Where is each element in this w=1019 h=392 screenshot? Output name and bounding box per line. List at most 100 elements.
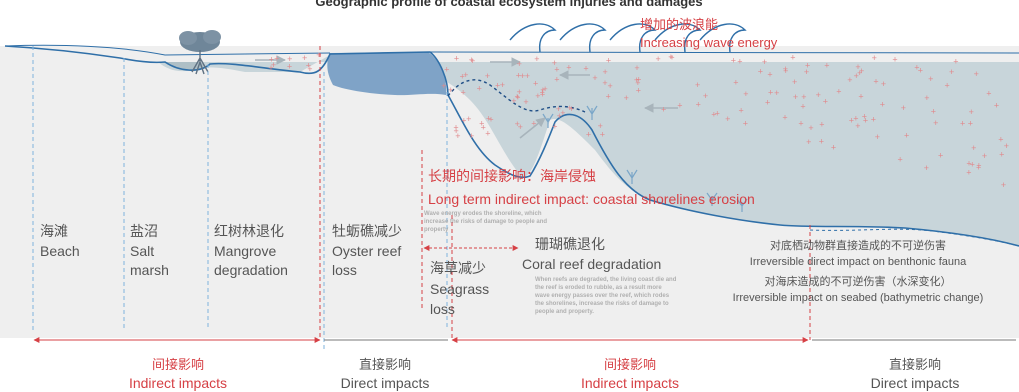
svg-text:+: +	[477, 84, 482, 94]
svg-text:+: +	[774, 88, 779, 98]
coral-note-5: people and property.	[535, 309, 594, 315]
oyster-label-cn: 牡蛎礁减少	[332, 223, 402, 239]
svg-text:+: +	[1001, 180, 1006, 190]
erosion-label-cn: 长期的间接影响：海岸侵蚀	[428, 168, 596, 184]
svg-text:+: +	[765, 97, 770, 107]
svg-text:+: +	[606, 56, 611, 66]
svg-text:+: +	[904, 131, 909, 141]
svg-text:+: +	[696, 99, 701, 109]
svg-text:+: +	[495, 81, 500, 91]
svg-text:+: +	[453, 122, 458, 132]
svg-text:+: +	[711, 110, 716, 120]
svg-text:+: +	[695, 80, 700, 90]
svg-text:+: +	[554, 65, 559, 75]
coral-note-2: the reef is eroded to rubble, as a resul…	[535, 285, 662, 291]
mangrove-label-en-1: Mangrove	[214, 243, 276, 259]
svg-text:+: +	[479, 118, 484, 128]
svg-text:+: +	[819, 136, 824, 146]
saltmarsh-pool	[165, 62, 205, 71]
svg-text:+: +	[800, 101, 805, 111]
svg-text:+: +	[523, 97, 528, 107]
impact-label-indirect-1-cn: 间接影响	[152, 357, 204, 372]
benthic-label-cn: 对底栖动物群直接造成的不可逆伤害	[770, 238, 946, 252]
svg-text:+: +	[914, 63, 919, 73]
svg-text:+: +	[762, 57, 767, 67]
svg-text:+: +	[271, 60, 276, 70]
wave-energy-label-en: Increasing wave energy	[640, 35, 778, 50]
svg-text:+: +	[656, 54, 661, 64]
energy-plus-marks: + + + + + + + + + + + + + + + + + + + + + + + + + + + + + + + + + + + + + + + +…	[268, 50, 1009, 190]
svg-text:+: +	[855, 121, 860, 131]
svg-text:+: +	[603, 67, 608, 77]
oyster-reef	[327, 52, 447, 96]
wave-crests	[509, 23, 747, 53]
svg-text:+: +	[540, 90, 545, 100]
svg-text:+: +	[535, 91, 540, 101]
svg-text:+: +	[454, 126, 459, 136]
mangrove-label-cn: 红树林退化	[214, 223, 284, 239]
svg-text:+: +	[444, 64, 449, 74]
seagrass-label-cn: 海草减少	[430, 260, 486, 276]
svg-text:+: +	[287, 61, 292, 71]
svg-text:+: +	[668, 52, 673, 62]
svg-text:+: +	[485, 71, 490, 81]
impact-label-direct-2-cn: 直接影响	[889, 357, 941, 372]
svg-text:+: +	[918, 65, 923, 75]
erosion-label-en: Long term indirect impact: coastal shore…	[428, 191, 755, 207]
impact-label-indirect-2-en: Indirect impacts	[581, 375, 679, 391]
svg-text:+: +	[875, 132, 880, 142]
svg-text:+: +	[816, 90, 821, 100]
svg-text:+: +	[739, 106, 744, 116]
svg-text:+: +	[986, 89, 991, 99]
svg-text:+: +	[949, 67, 954, 77]
svg-text:+: +	[556, 104, 561, 114]
svg-text:+: +	[793, 92, 798, 102]
svg-text:+: +	[307, 64, 312, 74]
svg-text:+: +	[994, 101, 999, 111]
svg-text:+: +	[853, 114, 858, 124]
coral-label-en: Coral reef degradation	[522, 256, 661, 272]
svg-text:+: +	[316, 50, 321, 60]
svg-text:+: +	[306, 61, 311, 71]
svg-text:+: +	[966, 159, 971, 169]
svg-text:+: +	[998, 134, 1003, 144]
svg-text:+: +	[873, 77, 878, 87]
svg-text:+: +	[608, 81, 613, 91]
coral-note-3: wave energy passes over the reef, which …	[534, 293, 670, 299]
svg-text:+: +	[901, 103, 906, 113]
saltmarsh-label-en-2: marsh	[130, 262, 169, 278]
erosion-note-1: Wave energy erodes the shoreline, which	[424, 211, 542, 217]
svg-text:+: +	[634, 63, 639, 73]
svg-text:+: +	[836, 87, 841, 97]
seabed-label-cn: 对海床造成的不可逆伤害（水深变化）	[765, 274, 952, 288]
svg-text:+: +	[511, 96, 516, 106]
flow-arrows	[255, 55, 678, 139]
saltmarsh-label-en-1: Salt	[130, 243, 154, 259]
svg-text:+: +	[669, 53, 674, 63]
svg-text:+: +	[857, 68, 862, 78]
svg-text:+: +	[872, 53, 877, 63]
seagrass-label-en-1: Seagrass	[430, 281, 489, 297]
svg-text:+: +	[517, 59, 522, 69]
svg-text:+: +	[960, 118, 965, 128]
coral-label-cn: 珊瑚礁退化	[535, 236, 605, 252]
svg-text:+: +	[661, 105, 666, 115]
former-seabed-profile	[809, 228, 1019, 247]
impact-label-indirect-2-cn: 间接影响	[604, 357, 656, 372]
svg-text:+: +	[460, 72, 465, 82]
svg-text:+: +	[725, 114, 730, 124]
svg-text:+: +	[863, 115, 868, 125]
diagram-title: Geographic profile of coastal ecosystem …	[315, 0, 702, 9]
svg-text:+: +	[924, 163, 929, 173]
svg-text:+: +	[859, 66, 864, 76]
svg-text:+: +	[880, 99, 885, 109]
svg-text:+: +	[552, 122, 557, 132]
svg-text:+: +	[485, 129, 490, 139]
blue-dividers	[32, 46, 448, 350]
seabed-label-en: Irreversible impact on seabed (bathymetr…	[733, 292, 984, 304]
svg-text:+: +	[881, 79, 886, 89]
svg-text:+: +	[819, 119, 824, 129]
svg-text:+: +	[515, 93, 520, 103]
svg-text:+: +	[743, 119, 748, 129]
svg-text:+: +	[461, 116, 466, 126]
